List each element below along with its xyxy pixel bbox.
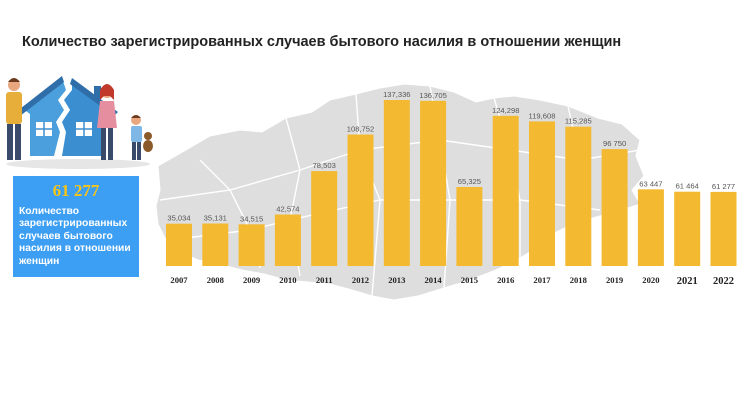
x-tick-label-2012: 2012 xyxy=(352,275,369,285)
bar-2019 xyxy=(601,149,628,266)
data-label-2016: 124,298 xyxy=(492,106,519,115)
x-tick-label-2010: 2010 xyxy=(279,275,296,285)
bar-2015 xyxy=(456,187,483,266)
data-label-2020: 63 447 xyxy=(639,179,662,188)
x-tick-label-2018: 2018 xyxy=(570,275,588,285)
data-label-2021: 61 464 xyxy=(676,182,699,191)
x-tick-label-2009: 2009 xyxy=(243,275,260,285)
stat-card: 61 277 Количество зарегистрированных слу… xyxy=(13,176,139,277)
bar-2021 xyxy=(674,191,701,266)
x-tick-label-2017: 2017 xyxy=(533,275,551,285)
bar-2017 xyxy=(529,121,555,267)
data-label-2012: 108,752 xyxy=(347,125,374,134)
x-tick-label-2016: 2016 xyxy=(497,275,515,285)
bar-2014 xyxy=(420,100,447,266)
x-tick-label-2022: 2022 xyxy=(713,276,734,287)
x-tick-label-2007: 2007 xyxy=(170,275,188,285)
data-label-2015: 65,325 xyxy=(458,177,481,186)
bar-2008 xyxy=(202,223,229,266)
bar-2016 xyxy=(492,115,519,266)
stat-value: 61 277 xyxy=(52,181,100,200)
bar-2010 xyxy=(274,214,301,266)
x-tick-label-2011: 2011 xyxy=(316,275,333,285)
data-label-2010: 42,574 xyxy=(276,205,299,214)
data-label-2019: 96 750 xyxy=(603,139,626,148)
x-tick-label-2013: 2013 xyxy=(388,275,405,285)
bar-2018 xyxy=(565,126,592,266)
data-label-2011: 78,503 xyxy=(313,161,336,170)
bar-2013 xyxy=(383,100,410,266)
bar-2007 xyxy=(166,223,192,266)
data-label-2014: 136,705 xyxy=(419,91,446,100)
data-label-2009: 34,515 xyxy=(240,214,263,223)
bar-2022 xyxy=(710,191,737,266)
data-label-2022: 61 277 xyxy=(712,182,735,191)
bar-2020 xyxy=(637,189,664,266)
x-tick-label-2015: 2015 xyxy=(461,275,478,285)
bar-2009 xyxy=(238,224,265,266)
family-illustration xyxy=(6,76,153,169)
x-tick-label-2014: 2014 xyxy=(425,275,443,285)
bar-2012 xyxy=(347,134,374,266)
x-tick-label-2008: 2008 xyxy=(207,275,225,285)
data-label-2013: 137,336 xyxy=(383,90,410,99)
data-label-2008: 35,131 xyxy=(204,214,227,223)
bar-2011 xyxy=(311,171,338,266)
x-tick-label-2019: 2019 xyxy=(606,275,623,285)
chart-title: Количество зарегистрированных случаев бы… xyxy=(22,34,622,50)
x-tick-label-2021: 2021 xyxy=(677,276,698,287)
stat-caption: Количество зарегистрированных случаев бы… xyxy=(19,206,131,267)
data-label-2007: 35,034 xyxy=(167,214,190,223)
data-label-2017: 119,608 xyxy=(529,111,556,120)
data-label-2018: 115,285 xyxy=(565,117,592,126)
x-tick-label-2020: 2020 xyxy=(642,275,659,285)
